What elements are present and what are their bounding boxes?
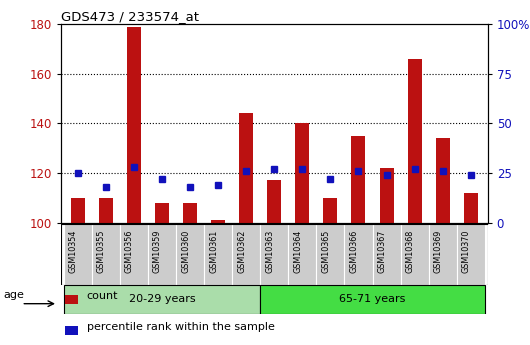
Text: GSM10362: GSM10362 [237, 230, 246, 273]
Text: GSM10364: GSM10364 [293, 230, 302, 273]
Bar [127, 27, 141, 223]
Text: count: count [86, 291, 118, 301]
Bar [64, 224, 92, 285]
Text: GSM10367: GSM10367 [377, 230, 386, 273]
Bar [464, 193, 478, 223]
Bar [288, 224, 316, 285]
Bar [211, 220, 225, 223]
Bar [65, 295, 78, 304]
Text: GSM10354: GSM10354 [69, 230, 78, 273]
Bar [183, 203, 197, 223]
Text: GSM10365: GSM10365 [321, 230, 330, 273]
Bar [457, 224, 485, 285]
Bar [155, 203, 169, 223]
Text: GSM10355: GSM10355 [97, 230, 106, 273]
Bar [379, 168, 394, 223]
Text: 65-71 years: 65-71 years [339, 294, 405, 304]
Bar [99, 198, 113, 223]
Bar [92, 224, 120, 285]
Bar [295, 124, 310, 223]
Bar [344, 224, 373, 285]
Bar [429, 224, 457, 285]
Text: GSM10369: GSM10369 [434, 230, 443, 273]
Bar [120, 224, 148, 285]
Bar [148, 224, 176, 285]
Bar [64, 285, 260, 314]
Bar [373, 224, 401, 285]
Text: GSM10361: GSM10361 [209, 230, 218, 273]
Text: GSM10363: GSM10363 [266, 230, 275, 273]
Text: GSM10370: GSM10370 [462, 230, 471, 273]
Text: 20-29 years: 20-29 years [129, 294, 196, 304]
Text: GSM10366: GSM10366 [349, 230, 358, 273]
Bar [232, 224, 260, 285]
Text: GSM10356: GSM10356 [125, 230, 134, 273]
Bar [351, 136, 366, 223]
Bar [204, 224, 232, 285]
Bar [323, 198, 338, 223]
Bar [239, 114, 253, 223]
Text: percentile rank within the sample: percentile rank within the sample [86, 322, 275, 332]
Bar [260, 224, 288, 285]
Text: GSM10359: GSM10359 [153, 230, 162, 273]
Bar [401, 224, 429, 285]
Bar [260, 285, 485, 314]
Bar [267, 180, 281, 223]
Bar [316, 224, 344, 285]
Bar [436, 138, 450, 223]
Bar [71, 198, 85, 223]
Text: GSM10368: GSM10368 [405, 230, 414, 273]
Bar [408, 59, 422, 223]
Bar [65, 326, 78, 335]
Text: age: age [3, 290, 24, 300]
Text: GDS473 / 233574_at: GDS473 / 233574_at [61, 10, 199, 23]
Text: GSM10360: GSM10360 [181, 230, 190, 273]
Bar [176, 224, 204, 285]
